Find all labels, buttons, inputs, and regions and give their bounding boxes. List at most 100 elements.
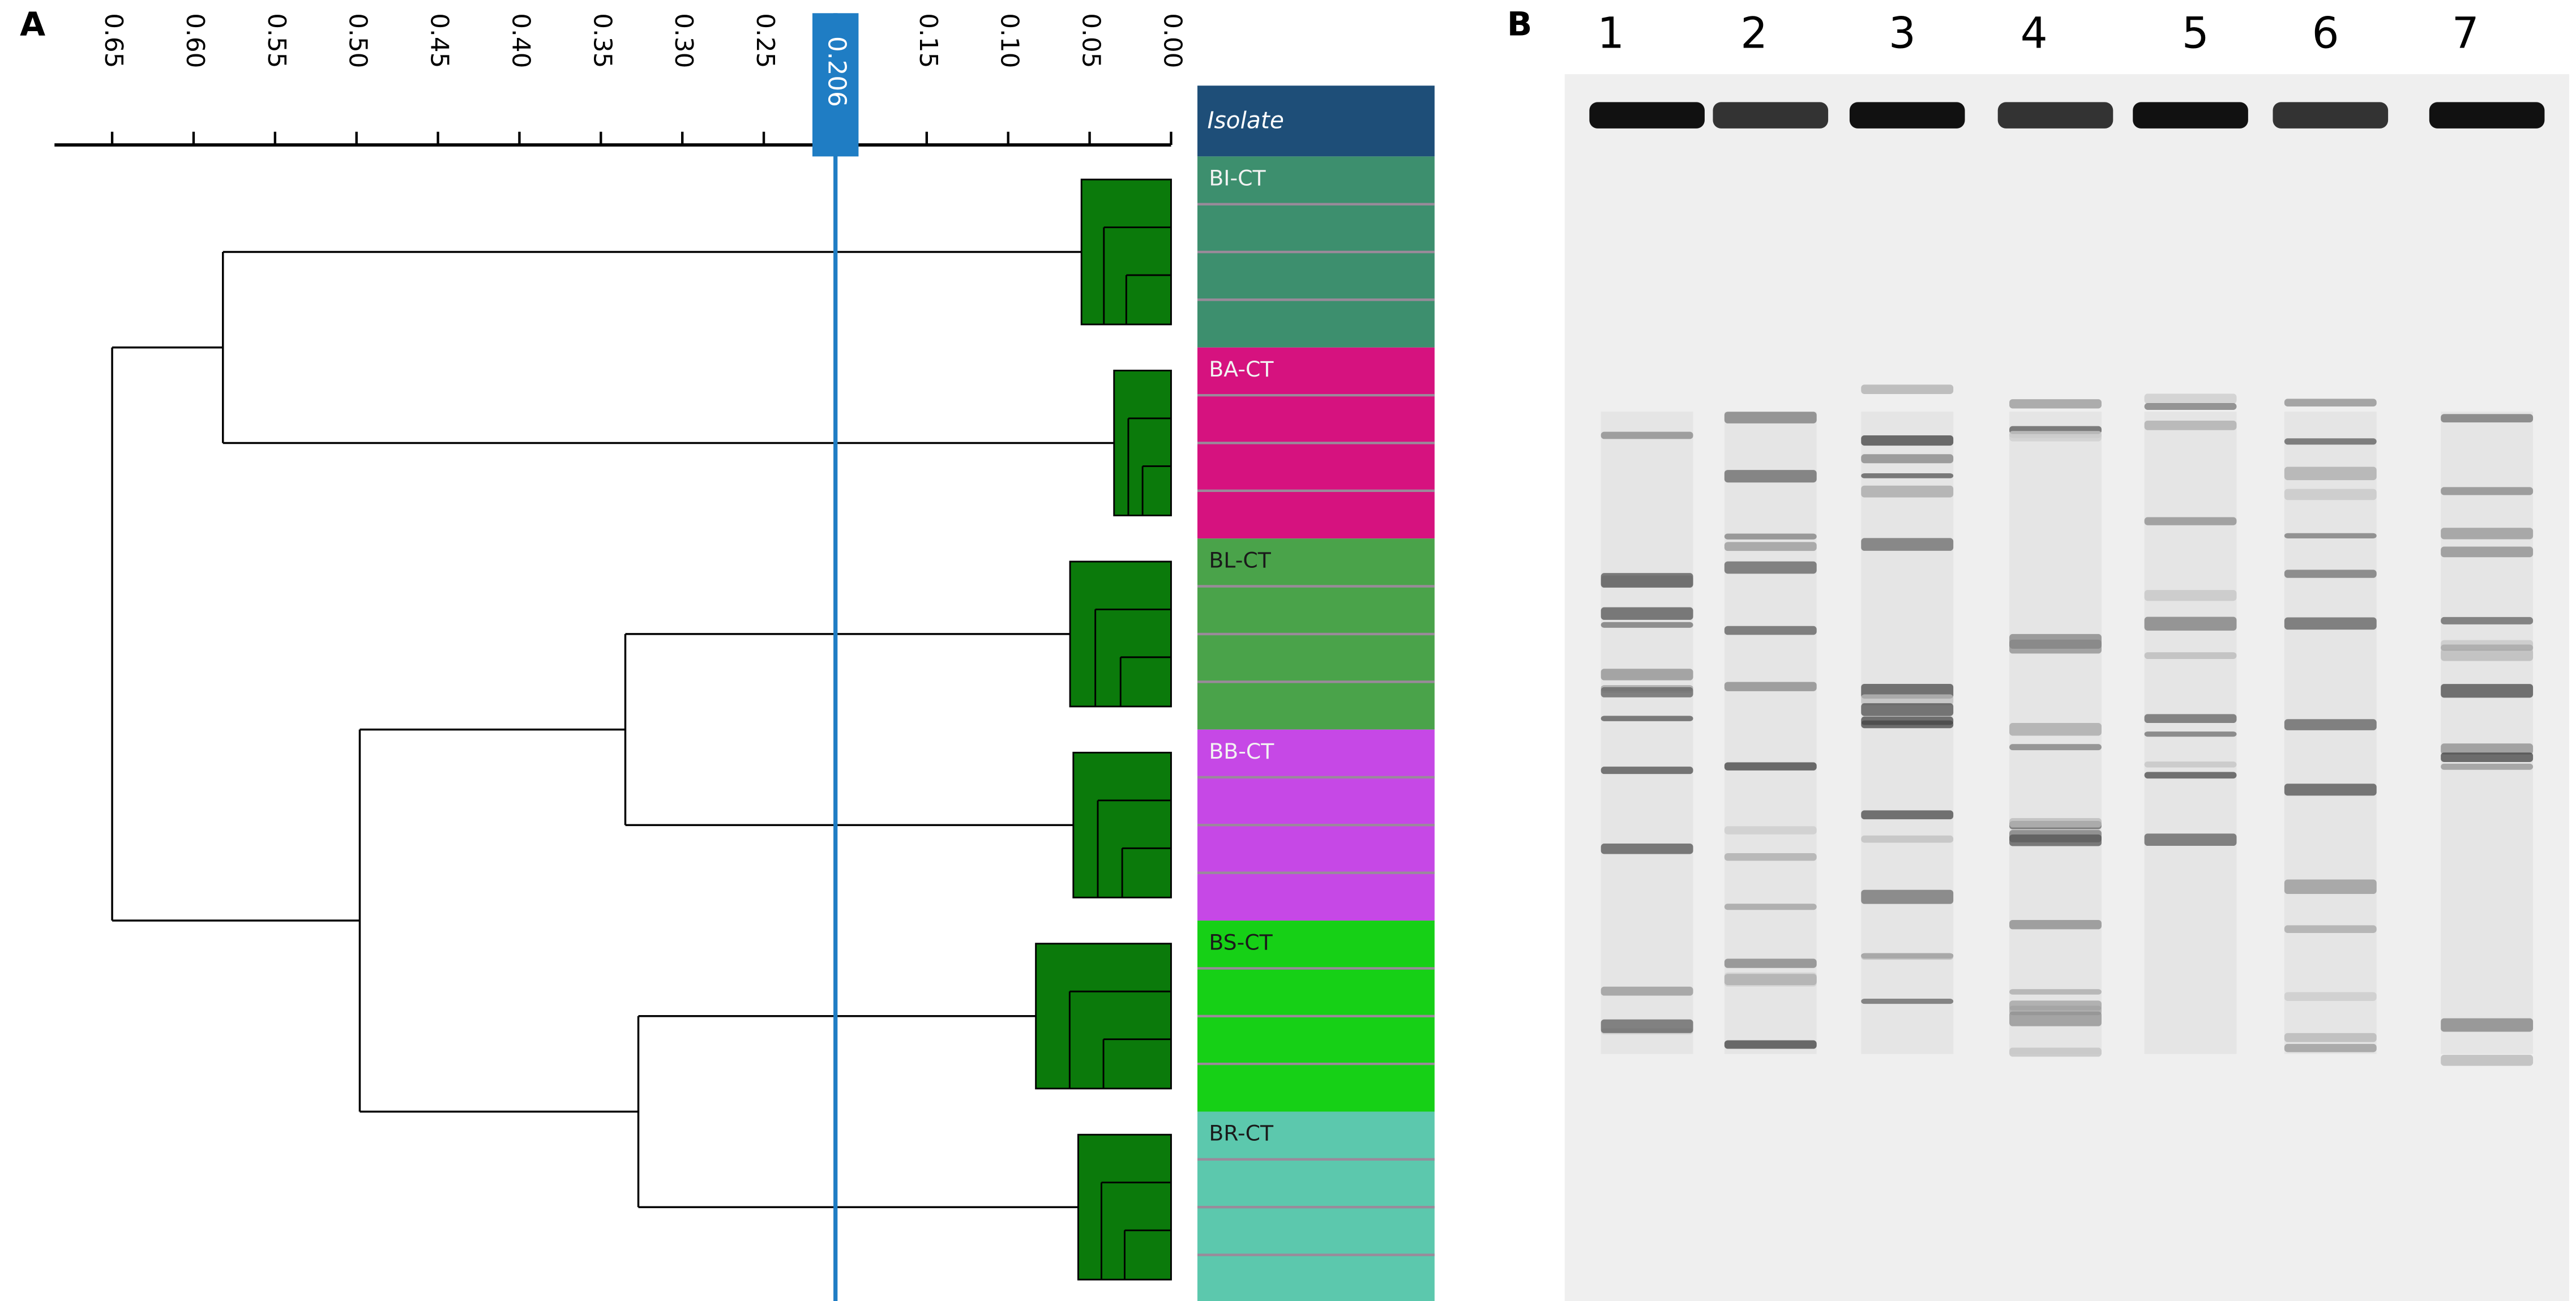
band <box>1724 626 1817 635</box>
band <box>2284 879 2377 895</box>
axis-tick-label: 0.60 <box>181 13 209 68</box>
band <box>2009 744 2102 751</box>
table-header <box>1197 85 1435 157</box>
band <box>1601 687 1693 697</box>
well <box>1997 102 2113 129</box>
lane-smear <box>2284 412 2377 1054</box>
band <box>2144 652 2237 659</box>
isolate-label: BL-CT <box>1209 547 1271 572</box>
band <box>1724 682 1817 691</box>
band <box>2009 399 2102 409</box>
band <box>2441 640 2534 653</box>
isolate-label: BA-CT <box>1209 357 1274 382</box>
lane-label: 3 <box>1889 8 1916 58</box>
band <box>1724 904 1817 910</box>
band <box>1601 669 1693 681</box>
leaf-cluster-detail <box>1068 990 1171 1089</box>
band <box>1861 473 1954 478</box>
band <box>1724 974 1817 986</box>
band <box>1861 703 1954 716</box>
band <box>1724 762 1817 771</box>
lane-label: 1 <box>1597 8 1624 58</box>
band <box>2441 1018 2534 1032</box>
band <box>2441 528 2534 540</box>
band <box>1724 853 1817 861</box>
band <box>2441 763 2534 770</box>
band <box>1861 435 1954 446</box>
well <box>2429 102 2545 129</box>
leaf-cluster-detail <box>1094 608 1171 707</box>
well <box>1849 102 1965 129</box>
band <box>2441 546 2534 558</box>
lane-label: 6 <box>2312 8 2339 58</box>
axis-tick-label: 0.30 <box>669 13 698 68</box>
band <box>2144 714 2237 724</box>
band <box>1861 716 1954 725</box>
band <box>2144 772 2237 779</box>
lane-smear <box>1601 412 1693 1054</box>
leaf-cluster-detail <box>1127 417 1171 516</box>
band <box>1724 533 1817 540</box>
band <box>2144 393 2237 404</box>
gel-bands <box>1589 102 2545 1066</box>
band <box>1601 1019 1693 1033</box>
band <box>2284 438 2377 445</box>
axis-tick-label: 0.10 <box>995 13 1024 68</box>
band <box>1601 573 1693 588</box>
band <box>2284 533 2377 539</box>
band <box>1601 607 1693 620</box>
lane-label: 2 <box>1740 8 1768 58</box>
band <box>1724 542 1817 551</box>
isolate-label: BS-CT <box>1209 930 1273 955</box>
cutoff-box <box>812 13 859 157</box>
axis-tick-label: 0.55 <box>262 13 290 68</box>
axis-tick-label: 0.65 <box>99 13 127 68</box>
band <box>2284 399 2377 407</box>
band <box>1724 826 1817 834</box>
band <box>1601 767 1693 774</box>
band <box>2144 421 2237 430</box>
band <box>1861 999 1954 1004</box>
axis-tick-label: 0.00 <box>1158 13 1186 68</box>
band <box>2009 834 2102 846</box>
axis-tick-label: 0.35 <box>588 13 616 68</box>
band <box>1724 561 1817 574</box>
band <box>1861 810 1954 820</box>
lane-smear <box>1861 412 1954 1054</box>
band <box>2441 684 2534 698</box>
band <box>2144 590 2237 601</box>
table-header-text: Isolate <box>1207 106 1283 134</box>
band <box>2284 992 2377 1001</box>
isolate-label: BR-CT <box>1209 1121 1274 1146</box>
band <box>2441 1055 2534 1066</box>
isolate-label: BI-CT <box>1209 166 1266 191</box>
band <box>1601 622 1693 628</box>
band <box>2009 723 2102 736</box>
well <box>1713 102 1829 129</box>
band <box>1724 1040 1817 1049</box>
band <box>2284 1043 2377 1052</box>
band <box>1861 485 1954 498</box>
lane-label: 5 <box>2182 8 2209 58</box>
band <box>2441 752 2534 763</box>
band <box>2284 1033 2377 1042</box>
band <box>1601 431 1693 439</box>
leaf-cluster-detail <box>1101 1182 1171 1280</box>
band <box>2284 570 2377 578</box>
lane-smear <box>1724 412 1817 1054</box>
band <box>1601 716 1693 721</box>
band <box>2441 743 2534 755</box>
well <box>1589 102 1705 129</box>
band <box>2284 489 2377 500</box>
panel-label: B <box>1507 5 1532 44</box>
band <box>2284 925 2377 933</box>
panel-label: A <box>20 5 45 44</box>
band <box>1861 384 1954 394</box>
band <box>2009 919 2102 930</box>
band <box>1861 889 1954 904</box>
well <box>2133 102 2248 129</box>
band <box>2441 487 2534 495</box>
leaf-cluster-detail <box>1103 226 1171 325</box>
band <box>2441 414 2534 423</box>
